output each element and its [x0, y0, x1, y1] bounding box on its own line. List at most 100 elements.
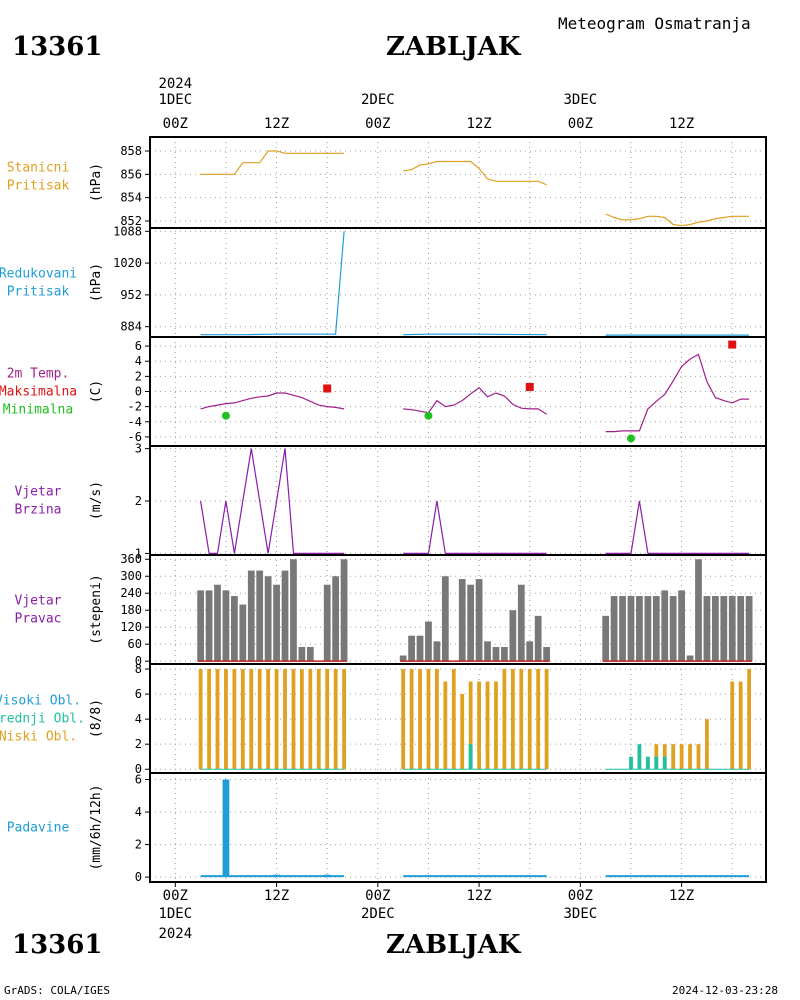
- cloud-bar-low: [696, 744, 701, 770]
- panel-caption-vjetar_brzina: Brzina: [15, 503, 62, 518]
- cloud-bar-low: [544, 669, 549, 770]
- cloud-bar-low: [671, 744, 676, 770]
- panel-caption-vjetar_pravac: Pravac: [15, 612, 62, 627]
- y-axis-label-temperatura: (C): [89, 380, 104, 403]
- cloud-bar-low: [401, 669, 406, 770]
- text-layer: 852 854 856 858 (hPa) Stanicni Pritisak 884 952 1…: [0, 76, 694, 942]
- footer-credit: GrADS: COLA/IGES: [4, 984, 110, 997]
- direction-bar: [298, 647, 306, 662]
- y-tick-label-stanicni: 854: [120, 191, 142, 205]
- direction-bar: [247, 570, 255, 662]
- cloud-bar-low: [502, 669, 507, 770]
- footer-timestamp: 2024-12-03-23:28: [672, 984, 778, 997]
- direction-bar: [703, 596, 711, 662]
- y-tick-label-temperatura: 2: [135, 369, 142, 383]
- direction-bar: [720, 596, 728, 662]
- y-tick-label-vjetar_pravac: 0: [135, 654, 142, 668]
- direction-bar: [661, 590, 669, 662]
- series-line-stanicni: [605, 213, 750, 227]
- x-bottom-label-row1: 00Z: [163, 888, 188, 904]
- data-layer: [197, 150, 753, 878]
- direction-bar: [290, 559, 297, 662]
- x-top-label-row2: 1DEC: [158, 92, 192, 108]
- y-tick-label-redukovani: 952: [120, 288, 142, 302]
- series-line-vjetar_brzina: [200, 448, 345, 554]
- y-tick-label-redukovani: 1088: [113, 224, 142, 238]
- x-top-label-row2: 2DEC: [361, 92, 395, 108]
- y-tick-label-vjetar_pravac: 240: [120, 586, 142, 600]
- panel-caption-stanicni: Stanicni: [7, 161, 70, 176]
- cloud-bar-low: [426, 669, 431, 770]
- cloud-bar-mid: [654, 756, 659, 770]
- cloud-bar-low: [266, 669, 271, 770]
- cloud-bar-low: [207, 669, 211, 770]
- cloud-bar-low: [283, 669, 287, 770]
- direction-bar: [619, 596, 626, 662]
- direction-bar: [231, 596, 238, 662]
- cloud-bar-low: [299, 669, 304, 770]
- min-temp-marker: [424, 411, 433, 420]
- precip-bar: [323, 874, 331, 878]
- direction-bar: [652, 596, 660, 662]
- y-tick-label-vjetar_brzina: 3: [135, 442, 142, 456]
- cloud-bar-low: [536, 669, 541, 770]
- direction-bar: [281, 570, 289, 662]
- cloud-bar-low: [342, 669, 346, 770]
- series-line-redukovani: [200, 231, 345, 336]
- y-tick-label-temperatura: -4: [128, 415, 142, 429]
- grid-layer: [150, 137, 766, 882]
- y-tick-label-oblacnost: 8: [135, 662, 142, 676]
- direction-bar: [256, 570, 264, 662]
- y-tick-label-oblacnost: 0: [135, 762, 142, 776]
- direction-bar: [602, 615, 610, 662]
- station-id-bottom: 13361: [12, 930, 103, 960]
- cloud-bar-low: [435, 669, 439, 770]
- cloud-bar-mid: [662, 756, 667, 770]
- cloud-bar-mid: [629, 756, 633, 770]
- panel-frame-temperatura: [149, 336, 767, 447]
- y-axis-label-vjetar_pravac: (stepeni): [89, 574, 104, 644]
- cloud-bar-low: [224, 669, 228, 770]
- y-tick-label-vjetar_brzina: 1: [135, 546, 142, 560]
- direction-bar: [678, 590, 685, 662]
- direction-bar: [425, 621, 432, 662]
- y-axis-label-vjetar_brzina: (m/s): [89, 481, 104, 520]
- panel-caption-temperatura: Minimalna: [3, 403, 73, 418]
- panel-caption-oblacnost: Niski Obl.: [0, 730, 77, 745]
- cloud-bar-low: [257, 669, 262, 770]
- min-temp-marker: [221, 411, 230, 420]
- cloud-bar-low: [460, 694, 465, 770]
- y-tick-label-oblacnost: 6: [135, 687, 142, 701]
- direction-bar: [416, 635, 424, 662]
- panel-caption-vjetar_brzina: Vjetar: [15, 485, 62, 500]
- x-top-label-row3: 12Z: [669, 116, 694, 132]
- precip-bar: [222, 779, 230, 878]
- direction-bar: [332, 576, 340, 662]
- y-tick-label-temperatura: 0: [135, 385, 142, 399]
- direction-bar: [644, 596, 652, 662]
- y-tick-label-vjetar_pravac: 120: [120, 620, 142, 634]
- cloud-bar-low: [443, 681, 448, 770]
- panel-caption-oblacnost: Visoki Obl.: [0, 694, 81, 709]
- direction-bar: [273, 584, 280, 662]
- direction-bar: [501, 647, 508, 662]
- series-line-stanicni: [403, 160, 547, 186]
- x-bottom-label-row3: 2024: [158, 926, 192, 942]
- y-tick-label-stanicni: 856: [120, 167, 142, 181]
- direction-bar: [205, 590, 213, 662]
- frame-layer: [145, 136, 767, 887]
- y-tick-label-vjetar_pravac: 300: [120, 569, 142, 583]
- cloud-bar-low: [730, 681, 735, 770]
- series-line-redukovani: [403, 333, 547, 336]
- series-line-vjetar_brzina: [605, 500, 750, 554]
- cloud-bar-low: [240, 669, 245, 770]
- max-temp-marker: [728, 340, 737, 349]
- y-axis-label-oblacnost: (8/8): [89, 699, 104, 738]
- x-bottom-label-row1: 12Z: [669, 888, 694, 904]
- panel-frame-padavine: [149, 772, 767, 883]
- cloud-bar-mid: [645, 756, 650, 770]
- cloud-bar-low: [198, 669, 203, 770]
- direction-bar: [669, 596, 677, 662]
- max-temp-marker: [525, 382, 534, 391]
- y-axis-label-stanicni: (hPa): [89, 163, 104, 202]
